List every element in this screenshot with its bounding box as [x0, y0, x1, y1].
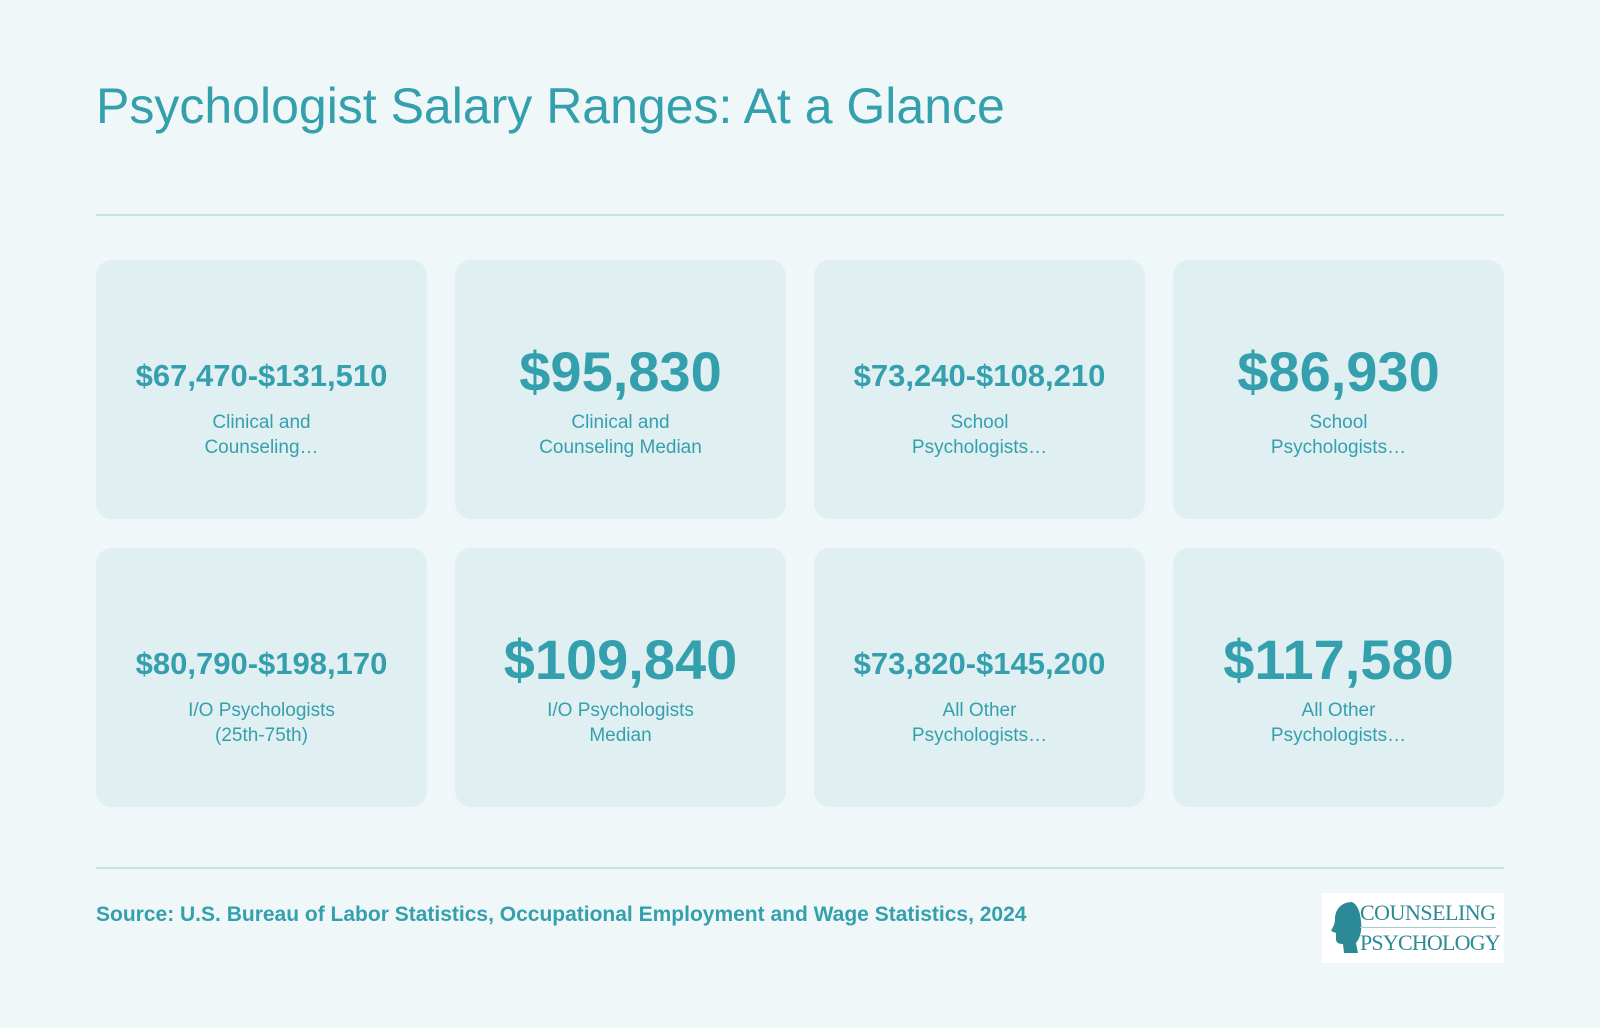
logo-divider [1360, 927, 1496, 928]
salary-label: All Other Psychologists… [814, 698, 1145, 748]
salary-card-grid: $67,470-$131,510 Clinical and Counseling… [96, 260, 1504, 807]
salary-label-line: Psychologists… [911, 725, 1048, 746]
salary-value: $109,840 [503, 628, 738, 691]
salary-value: $86,930 [1237, 340, 1440, 403]
bottom-divider [96, 867, 1504, 869]
salary-label: I/O Psychologists Median [455, 698, 786, 748]
salary-card-io-median: $109,840 I/O Psychologists Median [455, 548, 786, 807]
salary-card-other-range: $73,820-$145,200 All Other Psychologists… [814, 548, 1145, 807]
source-citation: Source: U.S. Bureau of Labor Statistics,… [96, 903, 1027, 926]
salary-label-line: Clinical and [212, 412, 311, 433]
salary-value: $95,830 [519, 340, 722, 403]
salary-value: $73,240-$108,210 [853, 358, 1106, 393]
salary-value: $80,790-$198,170 [135, 646, 388, 681]
salary-value: $117,580 [1223, 628, 1454, 691]
salary-card-school-median: $86,930 School Psychologists… [1173, 260, 1504, 519]
salary-card-other-median: $117,580 All Other Psychologists… [1173, 548, 1504, 807]
salary-value: $67,470-$131,510 [135, 358, 388, 393]
salary-label-line: Clinical and [571, 412, 670, 433]
salary-label-line: I/O Psychologists [547, 700, 694, 721]
logo-line-2: PSYCHOLOGY [1360, 930, 1501, 955]
salary-card-clinical-range: $67,470-$131,510 Clinical and Counseling… [96, 260, 427, 519]
salary-label-line: Counseling Median [539, 437, 702, 458]
salary-label-line: School [950, 412, 1009, 433]
salary-label-line: All Other [1301, 700, 1376, 721]
salary-label-line: Psychologists… [1270, 437, 1407, 458]
salary-label-line: School [1309, 412, 1368, 433]
salary-label: School Psychologists… [814, 410, 1145, 460]
head-silhouette-icon [1331, 902, 1362, 953]
salary-label: All Other Psychologists… [1173, 698, 1504, 748]
top-divider [96, 214, 1504, 216]
counseling-psychology-logo: COUNSELING PSYCHOLOGY [1322, 893, 1504, 963]
salary-label-line: Psychologists… [911, 437, 1048, 458]
salary-card-school-range: $73,240-$108,210 School Psychologists… [814, 260, 1145, 519]
salary-label-line: Psychologists… [1270, 725, 1407, 746]
salary-label: School Psychologists… [1173, 410, 1504, 460]
salary-value: $73,820-$145,200 [853, 646, 1106, 681]
salary-card-io-range: $80,790-$198,170 I/O Psychologists (25th… [96, 548, 427, 807]
salary-label-line: I/O Psychologists [188, 700, 335, 721]
salary-label-line: All Other [942, 700, 1017, 721]
salary-label: I/O Psychologists (25th-75th) [96, 698, 427, 748]
salary-label: Clinical and Counseling… [96, 410, 427, 460]
page-title: Psychologist Salary Ranges: At a Glance [96, 78, 1005, 134]
salary-card-clinical-median: $95,830 Clinical and Counseling Median [455, 260, 786, 519]
salary-label-line: Median [589, 725, 652, 746]
salary-label: Clinical and Counseling Median [455, 410, 786, 460]
salary-label-line: (25th-75th) [215, 725, 308, 746]
salary-label-line: Counseling… [204, 437, 319, 458]
logo-line-1: COUNSELING [1360, 900, 1496, 925]
